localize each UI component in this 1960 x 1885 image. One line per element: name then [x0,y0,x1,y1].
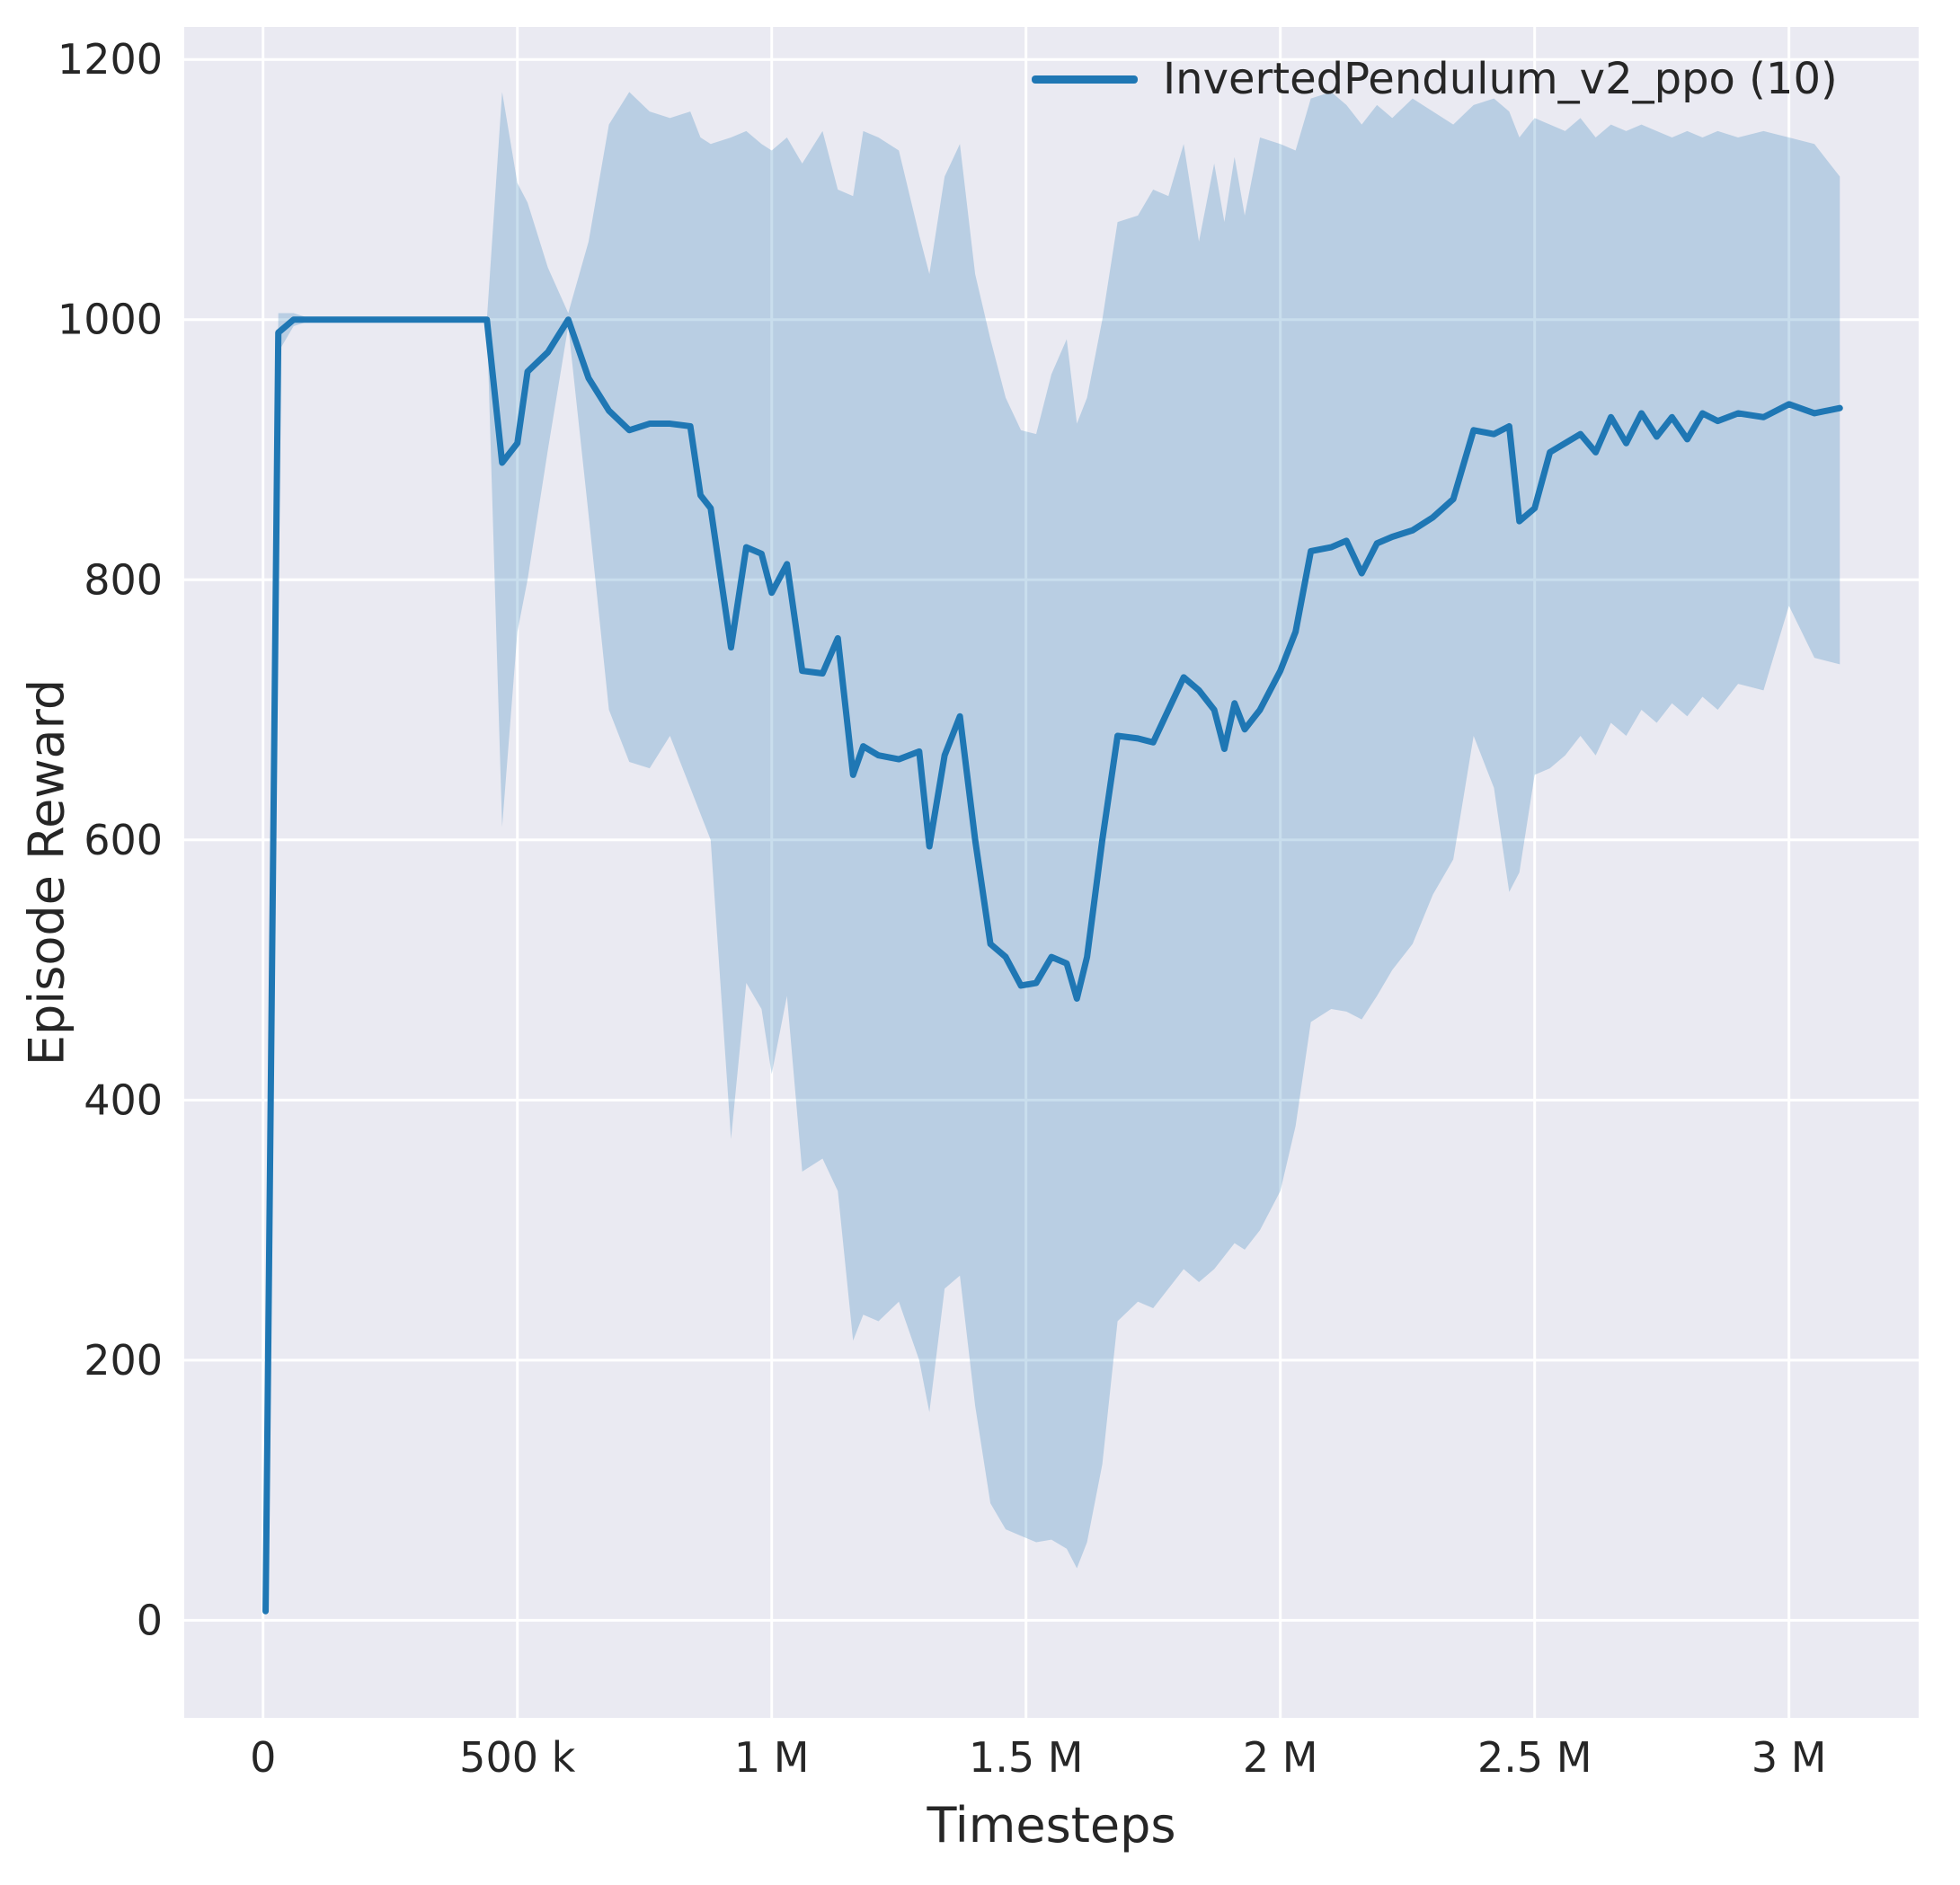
confidence-band [265,92,1840,1612]
x-axis-label: Timesteps [927,1797,1176,1854]
y-tick-label: 1200 [58,35,163,84]
y-tick-label: 200 [84,1336,163,1385]
plot-area [184,27,1919,1718]
x-tick-label: 2.5 M [1477,1733,1592,1782]
y-tick-label: 400 [84,1075,163,1124]
x-tick-label: 2 M [1243,1733,1318,1782]
x-tick-label: 1 M [734,1733,810,1782]
mean-reward-line [262,316,1843,1615]
x-tick-label: 500 k [459,1733,575,1782]
legend: InvertedPendulum_v2_ppo (10) [1032,54,1838,104]
x-tick-label: 3 M [1752,1733,1827,1782]
y-tick-label: 1000 [58,296,163,344]
y-tick-label: 600 [84,816,163,864]
y-tick-label: 0 [137,1596,163,1644]
y-tick-label: 800 [84,555,163,604]
x-tick-label: 0 [250,1733,276,1782]
y-axis-label: Episode Reward [18,678,75,1066]
legend-label: InvertedPendulum_v2_ppo (10) [1163,54,1838,104]
legend-line-swatch [1032,75,1138,84]
x-tick-label: 1.5 M [969,1733,1083,1782]
